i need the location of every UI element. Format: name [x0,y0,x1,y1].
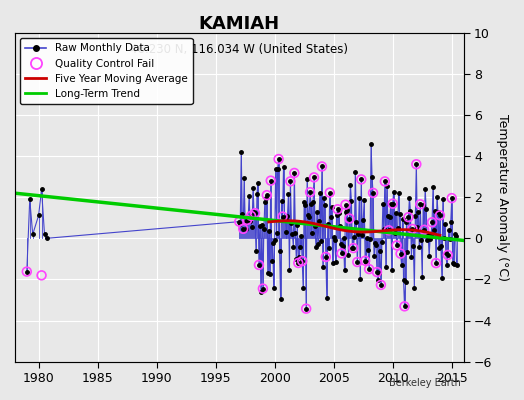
Point [333,206,342,212]
Point [341,202,350,208]
Point [239,226,247,232]
Point [302,306,310,312]
Point [392,242,401,248]
Point [408,226,417,232]
Point [400,303,409,310]
Point [373,269,381,275]
Point [428,219,436,226]
Point [345,215,354,222]
Point [416,201,424,208]
Point [357,176,365,183]
Text: 46.230 N, 116.034 W (United States): 46.230 N, 116.034 W (United States) [130,43,348,56]
Point [275,156,283,162]
Point [255,262,263,268]
Point [259,286,267,292]
Point [337,250,346,256]
Point [388,200,397,207]
Point [263,192,271,198]
Text: Berkeley Earth: Berkeley Earth [389,378,461,388]
Point [377,282,385,288]
Point [385,227,393,234]
Point [412,161,421,168]
Point [235,218,244,225]
Point [286,178,294,184]
Point [23,268,31,275]
Title: KAMIAH: KAMIAH [199,15,280,33]
Point [436,212,444,218]
Point [353,259,362,265]
Point [396,250,405,257]
Point [278,213,287,220]
Point [349,245,357,251]
Point [361,258,369,264]
Point [37,272,46,278]
Point [294,260,302,266]
Point [243,217,252,223]
Point [325,190,334,196]
Point [369,190,377,196]
Point [251,210,259,216]
Point [310,174,318,180]
Point [306,189,314,195]
Point [298,258,307,264]
Y-axis label: Temperature Anomaly (°C): Temperature Anomaly (°C) [496,114,509,281]
Point [404,214,412,220]
Point [447,195,456,201]
Point [318,163,326,170]
Point [380,178,389,185]
Point [420,227,429,233]
Point [290,170,299,176]
Point [365,266,373,272]
Point [267,178,275,184]
Point [322,254,330,260]
Legend: Raw Monthly Data, Quality Control Fail, Five Year Moving Average, Long-Term Tren: Raw Monthly Data, Quality Control Fail, … [20,38,192,104]
Point [444,252,452,258]
Point [432,260,440,266]
Point [247,213,255,219]
